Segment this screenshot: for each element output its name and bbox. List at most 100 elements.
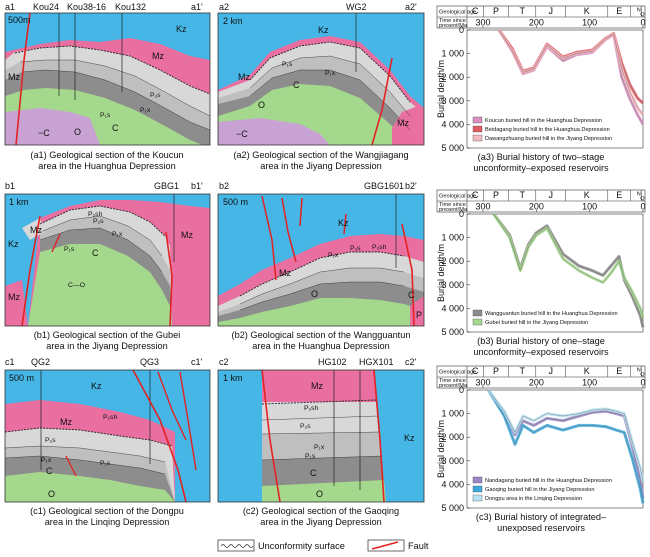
unit-label: C	[46, 466, 53, 476]
caption: area in the Huanghua Depression	[252, 341, 389, 351]
unit-label: P₁s	[305, 453, 316, 460]
well-label: QG2	[31, 357, 50, 367]
unit-label: O	[74, 127, 81, 137]
legend-swatch	[472, 476, 483, 484]
y-axis-label: Burial depth/m	[436, 60, 446, 118]
period-label: E	[616, 6, 622, 16]
legend-swatch	[472, 125, 483, 133]
unit-label: O	[316, 489, 323, 499]
unit-label: O	[48, 489, 55, 499]
legend-entry: Nandagang buried hill in the Huanghua De…	[485, 478, 612, 484]
caption: (c3) Burial history of integrated–	[476, 512, 607, 522]
period-label: C	[472, 366, 479, 376]
caption: (c2) Geological section of the Gaoqing	[243, 506, 399, 516]
period-label: T	[519, 6, 525, 16]
unit-label: P₂sh	[372, 244, 387, 251]
time-header: present/Ma	[439, 207, 468, 213]
unit-label: Mz	[311, 381, 323, 391]
time-header: present/Ma	[439, 23, 468, 29]
caption: area in the Jiyang Depression	[260, 517, 382, 527]
depth-tick-label: 0	[459, 25, 464, 35]
section-tag-left: c2	[219, 357, 229, 367]
caption: (b2) Geological section of the Wangguant…	[232, 330, 411, 340]
caption: area in the Huanghua Depression	[38, 161, 175, 171]
unit-label: P₂s	[300, 423, 311, 430]
well-label: GBG1	[154, 181, 179, 191]
scale-label: 500m	[8, 15, 31, 25]
unconformity-swatch	[217, 539, 255, 552]
caption: (a1) Geological section of the Koucun	[30, 150, 183, 160]
caption: (a2) Geological section of the Wangjiaga…	[233, 150, 408, 160]
period-label: P	[493, 190, 499, 200]
legend-swatch	[472, 116, 483, 124]
scale-label: 500 m	[223, 197, 248, 207]
y-axis-label: Burial depth/m	[436, 420, 446, 478]
unit-label: C	[293, 80, 300, 90]
legend-unconformity-label: Unconformity surface	[258, 541, 345, 551]
legend-entry: Dawangzhuang buried hill in the Jiyang D…	[485, 136, 612, 142]
time-tick-label: 300	[475, 18, 490, 28]
series-outline	[498, 29, 644, 116]
caption: unexposed reservoirs	[497, 523, 585, 533]
age-header: Geological age	[439, 194, 476, 200]
unit-label: P	[416, 310, 422, 320]
section-tag-right: a2'	[405, 2, 417, 12]
caption: unconformity–exposed reservoirs	[473, 163, 609, 173]
time-header: Time since	[439, 378, 466, 384]
time-tick-label: 200	[529, 202, 544, 212]
legend-swatch	[472, 318, 483, 326]
well-label: QG3	[140, 357, 159, 367]
plot-frame	[466, 213, 644, 333]
well-label: Kou132	[115, 2, 146, 12]
unit-label: C—O	[68, 282, 85, 289]
period-label: T	[519, 190, 525, 200]
depth-tick-label: 5 000	[441, 503, 464, 513]
legend-entry: Dongpu area in the Linqing Depression	[485, 496, 582, 502]
depth-tick-label: 0	[459, 209, 464, 219]
unit-label: Mz	[152, 51, 164, 61]
period-label: C	[472, 190, 479, 200]
unit-label: P₁x	[112, 231, 123, 238]
age-header: Geological age	[439, 370, 476, 376]
period-label: K	[584, 366, 590, 376]
caption: (b3) Burial history of one–stage	[477, 336, 605, 346]
depth-tick-label: 5 000	[441, 143, 464, 153]
period-label: Q	[640, 372, 645, 378]
period-label: E	[616, 190, 622, 200]
legend-fault-label: Fault	[408, 541, 429, 551]
unit-label: Kz	[8, 239, 19, 249]
unit-label: Kz	[338, 218, 349, 228]
well-label: WG2	[346, 2, 367, 12]
time-tick-label: 100	[582, 202, 597, 212]
depth-tick-label: 5 000	[441, 327, 464, 337]
depth-tick-label: 3 000	[441, 280, 464, 290]
scale-label: 500 m	[9, 373, 34, 383]
time-tick-label: 0	[640, 202, 645, 212]
depth-tick-label: 2 000	[441, 256, 464, 266]
unit-label: P₁s	[100, 460, 111, 467]
time-header: Time since	[439, 18, 466, 24]
time-header: present/Ma	[439, 383, 468, 389]
unit-label: Kz	[91, 381, 102, 391]
legend-swatch	[472, 485, 483, 493]
period-label: N	[637, 192, 641, 198]
section-tag-left: a2	[219, 2, 229, 12]
section-c1: c1 c1' QG2 QG3 500 m Kz Mz P₂sh P₂s P₁x	[4, 357, 211, 527]
depth-tick-label: 3 000	[441, 456, 464, 466]
time-tick-label: 200	[529, 378, 544, 388]
period-label: Q	[640, 12, 645, 18]
period-label: J	[548, 366, 553, 376]
legend-swatch	[472, 309, 483, 317]
caption: area in the Jiyang Depression	[260, 161, 382, 171]
unit-label: Mz	[60, 417, 72, 427]
time-tick-label: 100	[582, 18, 597, 28]
period-label: Q	[640, 196, 645, 202]
caption: area in the Linqing Depression	[45, 517, 170, 527]
section-tag-left: b1	[5, 181, 15, 191]
unit-label: P₂sh	[103, 414, 118, 421]
unit-label: P₂s	[45, 437, 56, 444]
depth-tick-label: 3 000	[441, 96, 464, 106]
unit-label: P₂s	[93, 218, 104, 225]
